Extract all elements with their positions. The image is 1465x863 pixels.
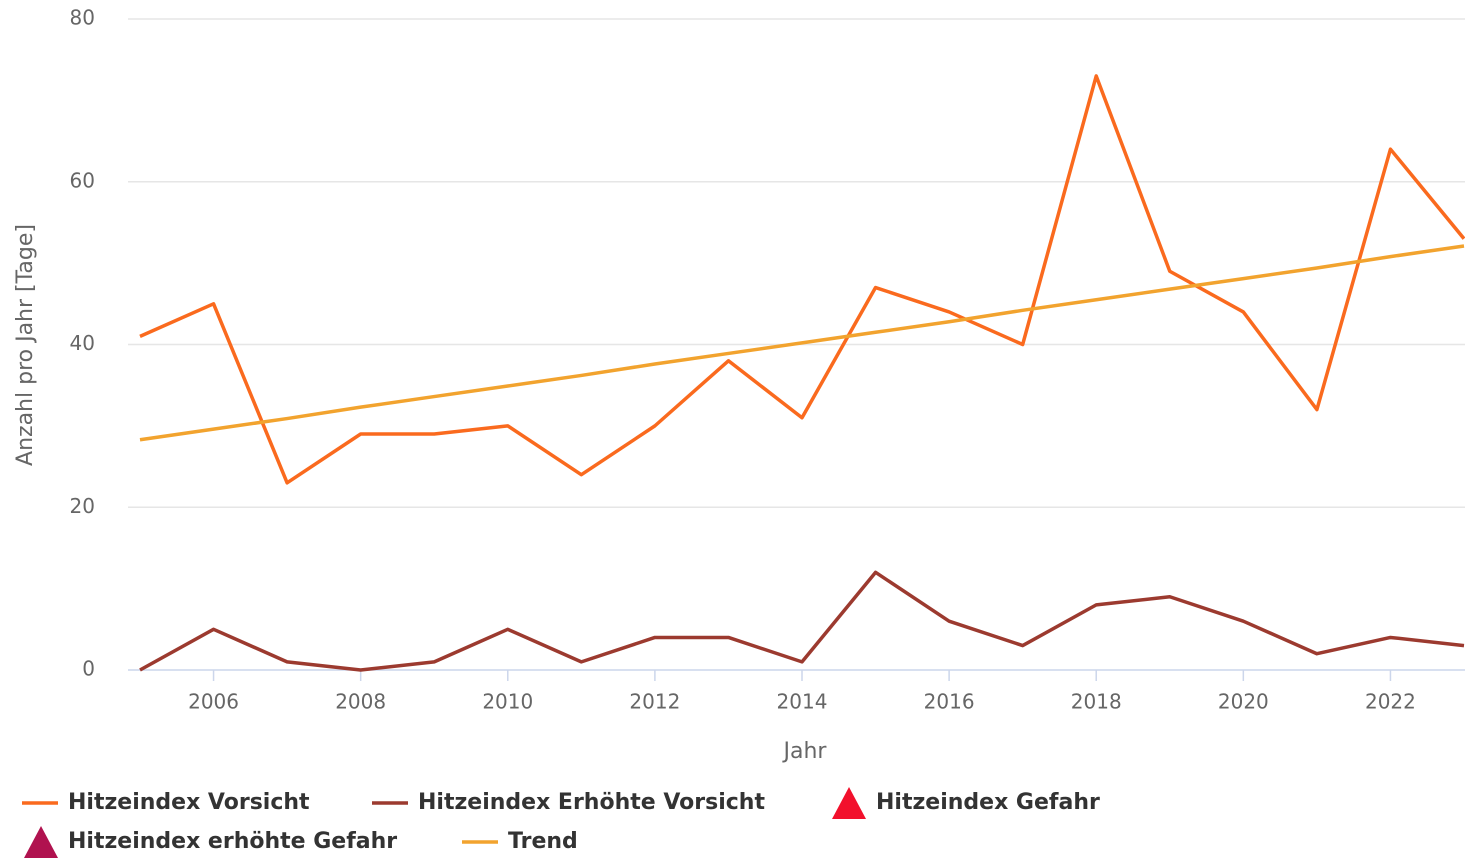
x-tick-label: 2006 <box>188 690 239 714</box>
x-tick-label: 2012 <box>629 690 680 714</box>
series-line <box>139 244 1465 442</box>
y-tick-label: 80 <box>70 6 95 30</box>
x-tick-label: 2020 <box>1218 690 1269 714</box>
y-tick-label: 20 <box>70 494 95 518</box>
y-axis-title: Anzahl pro Jahr [Tage] <box>13 224 38 466</box>
y-tick-label: 0 <box>82 657 95 681</box>
y-tick-label: 40 <box>70 331 95 355</box>
x-tick-label: 2008 <box>335 690 386 714</box>
legend-label: Trend <box>508 829 578 854</box>
x-tick-label: 2016 <box>924 690 975 714</box>
legend-label: Hitzeindex Gefahr <box>876 790 1100 815</box>
series-line <box>139 74 1465 485</box>
x-tick-label: 2022 <box>1365 690 1416 714</box>
x-tick-label: 2018 <box>1071 690 1122 714</box>
x-axis-title: Jahr <box>782 739 828 764</box>
legend-symbol <box>24 826 58 858</box>
x-tick-label: 2014 <box>777 690 828 714</box>
x-tick-label: 2010 <box>482 690 533 714</box>
legend-label: Hitzeindex Erhöhte Vorsicht <box>418 790 765 815</box>
legend-label: Hitzeindex erhöhte Gefahr <box>68 829 397 854</box>
y-tick-label: 60 <box>70 168 95 192</box>
legend-symbol <box>832 787 866 819</box>
legend-label: Hitzeindex Vorsicht <box>68 790 310 815</box>
series-line <box>139 570 1465 672</box>
